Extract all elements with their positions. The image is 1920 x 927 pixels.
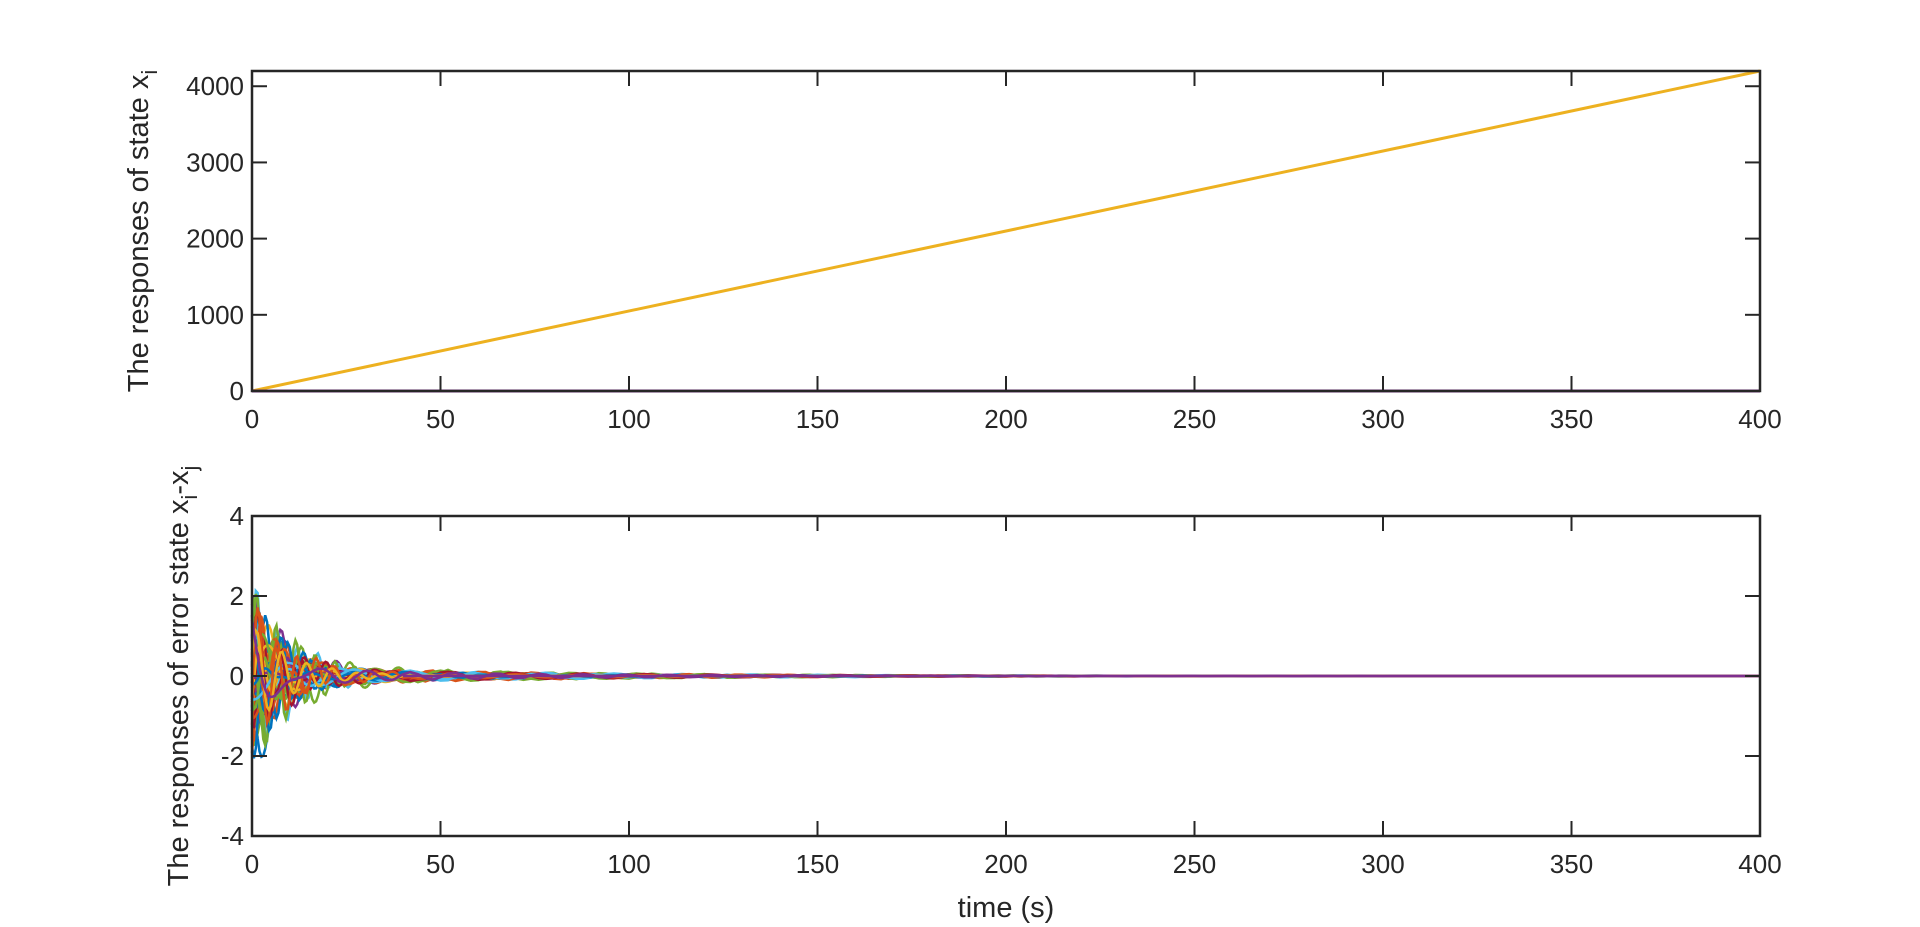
- bottom-error-series-line: [250, 633, 1760, 707]
- bottom-error-series-line: [250, 638, 1760, 759]
- bottom-x-tick-label: 150: [796, 849, 839, 879]
- top-axes-ticks: 0 50 100 150 200 250 300 350 4000100020003000400…: [186, 71, 1782, 434]
- top-x-tick-label: 250: [1173, 404, 1216, 434]
- bottom-error-series-line: [250, 621, 1760, 715]
- bottom-error-series-line: [250, 643, 1760, 692]
- bottom-error-series-line: [250, 607, 1760, 722]
- bottom-y-tick-label: -4: [221, 821, 244, 851]
- bottom-error-series-line: [251, 654, 1760, 720]
- bottom-x-tick-label: 0: [245, 849, 259, 879]
- bottom-error-series-line: [250, 607, 1760, 728]
- top-x-tick-label: 150: [796, 404, 839, 434]
- bottom-error-series-line: [250, 655, 1760, 714]
- top-x-tick-label: 350: [1550, 404, 1593, 434]
- bottom-y-tick-label: -2: [221, 741, 244, 771]
- bottom-axes: 0 50 100 150 200 250 300 350 400 -4 -2 0 2 4 The resp…: [163, 466, 1782, 924]
- bottom-error-series-line: [250, 616, 1760, 754]
- bottom-y-axis-label-main: The responses of error state x: [163, 499, 195, 886]
- bottom-x-tick-label: 400: [1738, 849, 1781, 879]
- bottom-error-series-line: [251, 637, 1760, 744]
- top-series-line: [251, 69, 1761, 393]
- top-x-tick-label: 50: [426, 404, 455, 434]
- bottom-error-series-line: [250, 607, 1760, 714]
- top-axes: 0 50 100 150 200 250 300 350 4000100020003000400…: [123, 69, 1782, 434]
- top-x-tick-label: 300: [1361, 404, 1404, 434]
- bottom-error-series-line: [250, 587, 1760, 741]
- bottom-y-tick-label: 2: [230, 581, 244, 611]
- bottom-x-tick-label: 300: [1361, 849, 1404, 879]
- bottom-error-series-line: [250, 650, 1760, 712]
- bottom-error-series-line: [250, 614, 1760, 759]
- top-y-tick-label: 3000: [186, 147, 244, 177]
- bottom-x-axis-label: time (s): [958, 892, 1055, 924]
- bottom-y-axis-label-sub1: i: [177, 495, 202, 500]
- bottom-error-series-line: [250, 656, 1760, 712]
- bottom-x-tick-label: 350: [1550, 849, 1593, 879]
- bottom-error-series-line: [250, 636, 1760, 705]
- bottom-error-series-line: [250, 625, 1760, 715]
- bottom-error-series-line: [250, 632, 1760, 700]
- bottom-plot-lines: [250, 587, 1760, 759]
- bottom-axes-ticks: 0 50 100 150 200 250 300 350 400 -4 -2 0 2 4: [221, 501, 1782, 879]
- top-x-tick-label: 200: [984, 404, 1027, 434]
- bottom-x-tick-label: 50: [426, 849, 455, 879]
- top-x-tick-label: 400: [1738, 404, 1781, 434]
- top-y-axis-label-sub: i: [137, 70, 162, 75]
- bottom-error-series-line: [251, 639, 1760, 747]
- top-x-tick-label: 0: [245, 404, 259, 434]
- bottom-y-tick-label: 4: [230, 501, 244, 531]
- bottom-error-series-line: [250, 617, 1760, 716]
- top-y-tick-label: 0: [230, 376, 244, 406]
- bottom-y-axis-label: The responses of error state xi-xj: [163, 466, 202, 887]
- top-y-axis-label-main: The responses of state x: [123, 74, 155, 392]
- bottom-error-series-line: [250, 594, 1760, 730]
- bottom-error-series-line: [250, 607, 1760, 734]
- bottom-x-tick-label: 200: [984, 849, 1027, 879]
- bottom-error-series-line: [250, 627, 1760, 713]
- top-y-tick-label: 2000: [186, 224, 244, 254]
- bottom-error-series-line: [250, 650, 1760, 728]
- top-y-axis-label: The responses of state xi: [123, 70, 162, 392]
- bottom-y-axis-label-sub2: j: [177, 466, 202, 472]
- bottom-error-series-line: [251, 648, 1760, 729]
- bottom-error-series-line: [250, 614, 1760, 726]
- top-y-tick-label: 4000: [186, 71, 244, 101]
- bottom-error-series-line: [250, 619, 1760, 699]
- bottom-y-axis-label-mid: -x: [163, 470, 195, 495]
- top-x-tick-label: 100: [607, 404, 650, 434]
- bottom-x-tick-label: 100: [607, 849, 650, 879]
- bottom-y-tick-label: 0: [230, 661, 244, 691]
- top-plot-lines: [251, 69, 1761, 393]
- bottom-error-series-line: [250, 623, 1760, 739]
- bottom-error-series-line: [250, 593, 1760, 743]
- top-y-tick-label: 1000: [186, 300, 244, 330]
- bottom-error-series-line: [250, 618, 1760, 706]
- bottom-x-tick-label: 250: [1173, 849, 1216, 879]
